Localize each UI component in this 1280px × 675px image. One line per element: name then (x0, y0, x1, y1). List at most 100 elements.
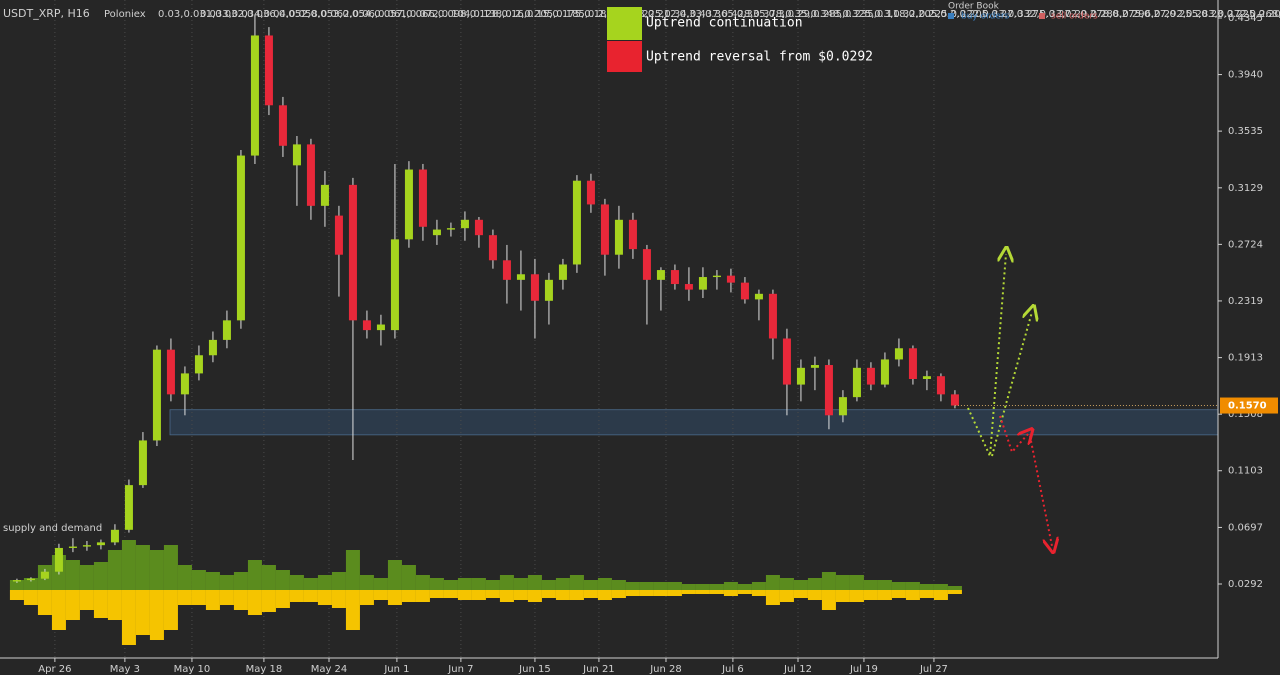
candle-body (488, 235, 497, 261)
y-tick-label: 0.4345 (1228, 13, 1263, 24)
y-tick-label: 0.2319 (1228, 296, 1263, 307)
demand-bar (247, 590, 262, 615)
supply-bar (247, 560, 262, 590)
demand-bar (583, 590, 598, 598)
supply-bar (821, 572, 836, 590)
supply-bar (443, 580, 458, 590)
last-price-box (1220, 397, 1278, 414)
supply-bar (65, 560, 80, 590)
candle-body (740, 282, 749, 300)
supply-bar (107, 550, 122, 590)
candle-body (124, 485, 133, 530)
supply-bar (835, 575, 850, 590)
candle-body (712, 275, 721, 278)
demand-bar (569, 590, 584, 600)
y-tick-label: 0.1508 (1228, 409, 1263, 420)
candle-body (474, 219, 483, 236)
demand-bar (289, 590, 304, 602)
candle-body (586, 180, 595, 205)
supply-bar (135, 545, 150, 590)
demand-bar (513, 590, 528, 600)
candle-body (418, 169, 427, 227)
y-tick-label: 0.3129 (1228, 183, 1263, 194)
demand-bar (723, 590, 738, 596)
supply-bar (457, 578, 472, 590)
supply-bar (639, 582, 654, 590)
y-tick-label: 0.3940 (1228, 70, 1263, 81)
plot-area (9, 0, 1219, 658)
demand-bar (23, 590, 38, 605)
candle-body (180, 373, 189, 395)
supply-bar (947, 586, 962, 590)
indicator-label: supply and demand (3, 523, 102, 534)
y-tick-label: 0.1913 (1228, 353, 1263, 364)
candle-body (516, 274, 525, 280)
candle-body (152, 349, 161, 441)
supply-bar (681, 584, 696, 590)
supply-bar (79, 565, 94, 590)
demand-bar (65, 590, 80, 620)
supply-bar (863, 580, 878, 590)
demand-bar (891, 590, 906, 598)
candle-body (572, 180, 581, 265)
candle-body (824, 365, 833, 416)
supply-bar (695, 584, 710, 590)
supply-bar (541, 580, 556, 590)
x-tick-label: May 10 (174, 664, 211, 675)
demand-bar (121, 590, 136, 645)
supply-bar (471, 578, 486, 590)
candle-body (432, 229, 441, 236)
candle-body (642, 249, 651, 280)
supply-bar (121, 540, 136, 590)
supply-bar (429, 578, 444, 590)
demand-bar (947, 590, 962, 594)
order-book-title: Order Book (948, 2, 1000, 12)
candle-body (754, 293, 763, 300)
candle-body (110, 529, 119, 543)
candle-body (194, 355, 203, 374)
supply-bar (597, 578, 612, 590)
candle-body (236, 155, 245, 321)
candle-body (208, 339, 217, 356)
demand-bar (625, 590, 640, 596)
demand-bar (527, 590, 542, 602)
supply-bar (527, 575, 542, 590)
demand-bar (667, 590, 682, 596)
demand-bar (905, 590, 920, 600)
candle-body (782, 338, 791, 385)
demand-bar (303, 590, 318, 602)
candle-body (558, 264, 567, 280)
legend-label: Uptrend continuation (646, 16, 803, 31)
supply-bar (415, 575, 430, 590)
supply-bar (709, 584, 724, 590)
supply-bar (583, 580, 598, 590)
candle-body (334, 215, 343, 255)
demand-bar (373, 590, 388, 600)
candle-body (82, 545, 91, 547)
y-tick-label: 0.0697 (1228, 522, 1263, 533)
candle-body (670, 270, 679, 285)
supply-bar (751, 582, 766, 590)
candle-body (250, 35, 259, 156)
low-value: 0.03,0.031,0.032,0.036,0.052,0.053,0.054… (158, 9, 1280, 20)
demand-bar (933, 590, 948, 600)
demand-bar (93, 590, 108, 618)
supply-bar (667, 582, 682, 590)
demand-bar (275, 590, 290, 608)
y-tick-label: 0.2724 (1228, 239, 1263, 250)
candle-body (502, 260, 511, 280)
demand-bar (877, 590, 892, 600)
x-tick-label: Jul 19 (849, 664, 878, 675)
demand-bar (177, 590, 192, 605)
candle-body (726, 275, 735, 283)
candle-body (950, 394, 959, 406)
supply-bar (93, 562, 108, 590)
demand-bar (849, 590, 864, 602)
x-tick-label: Jul 27 (919, 664, 948, 675)
legend-swatch (607, 41, 642, 72)
supply-bar (177, 565, 192, 590)
y-tick-label: 0.0292 (1228, 579, 1263, 590)
demand-bar (107, 590, 122, 620)
candle-body (348, 184, 357, 321)
candle-body (26, 578, 35, 581)
